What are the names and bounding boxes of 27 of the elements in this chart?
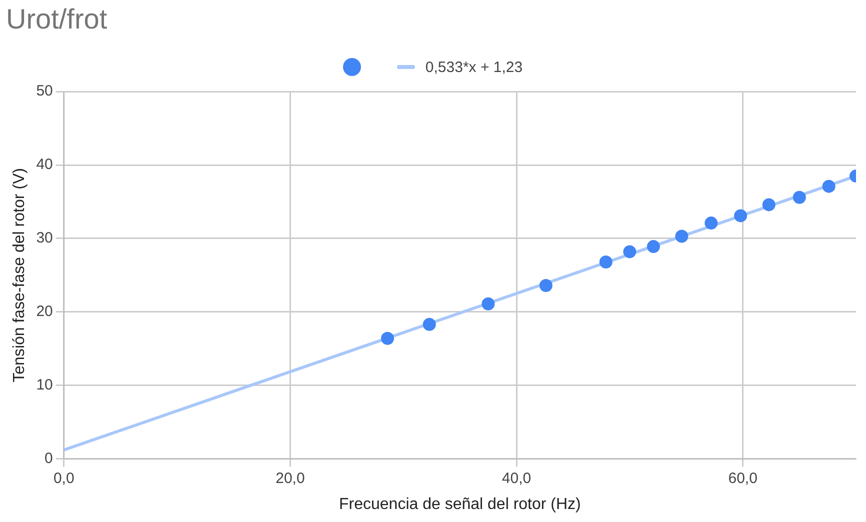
- y-axis-title: Tensión fase-fase del rotor (V): [11, 168, 28, 382]
- point: [381, 332, 394, 345]
- y-tick-label: 10: [36, 376, 53, 394]
- point: [646, 240, 660, 254]
- x-tick-label: 60,0: [728, 470, 758, 487]
- y-tick-label: 50: [36, 82, 53, 100]
- point: [623, 245, 636, 258]
- legend-label: 0,533*x + 1,23: [425, 58, 523, 76]
- y-tick-label: 30: [36, 230, 53, 247]
- point: [704, 216, 718, 230]
- point: [822, 180, 836, 193]
- x-tick-label: 20,0: [276, 470, 305, 487]
- x-axis-title: Frecuencia de señal del rotor (Hz): [338, 496, 581, 513]
- point: [422, 318, 436, 331]
- point: [734, 209, 748, 222]
- x-tick-label: 0,0: [53, 470, 74, 487]
- point: [539, 278, 552, 292]
- point: [762, 198, 776, 212]
- chart-title: Urot/frot: [6, 4, 108, 35]
- point: [482, 297, 495, 310]
- y-tick-label: 40: [36, 156, 53, 174]
- y-tick-label: 20: [36, 303, 53, 320]
- x-tick-label: 40,0: [502, 470, 532, 487]
- point: [792, 190, 806, 204]
- point: [675, 230, 688, 243]
- point: [599, 255, 612, 268]
- y-tick-label: 0: [44, 450, 53, 467]
